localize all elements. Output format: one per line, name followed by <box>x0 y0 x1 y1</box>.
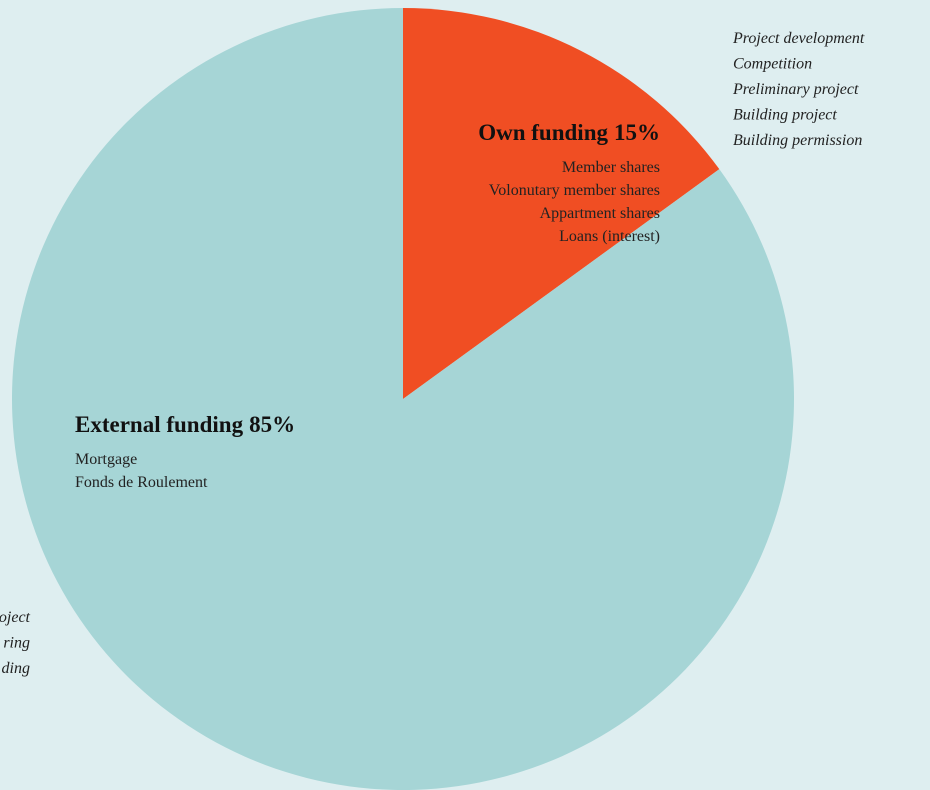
slice-item: Mortgage <box>75 451 137 468</box>
slice-value: 15% <box>614 120 660 145</box>
pie-slice <box>12 8 794 790</box>
slice-item: Fonds de Roulement <box>75 474 208 491</box>
slice-item: Loans (interest) <box>559 228 660 245</box>
annotation-cut: ring <box>3 635 30 652</box>
slice-item: Volonutary member shares <box>489 182 660 199</box>
annotation: Project development <box>732 30 865 47</box>
slice-name: Own funding <box>478 120 608 145</box>
slice-label: External funding 85% <box>75 412 295 437</box>
annotation: Building permission <box>733 132 862 149</box>
annotation: Building project <box>733 107 837 124</box>
slice-item: Appartment shares <box>540 205 660 222</box>
pie-slice <box>403 8 720 399</box>
annotation: Preliminary project <box>732 81 859 98</box>
slice-item: Member shares <box>562 159 660 176</box>
slice-label: Own funding 15% <box>478 120 660 145</box>
pie <box>12 8 794 790</box>
slice-value: 85% <box>249 412 295 437</box>
annotation-cut: oject <box>0 609 31 626</box>
annotation-cut: ding <box>2 660 30 677</box>
annotation: Competition <box>733 56 812 73</box>
slice-name: External funding <box>75 412 244 437</box>
